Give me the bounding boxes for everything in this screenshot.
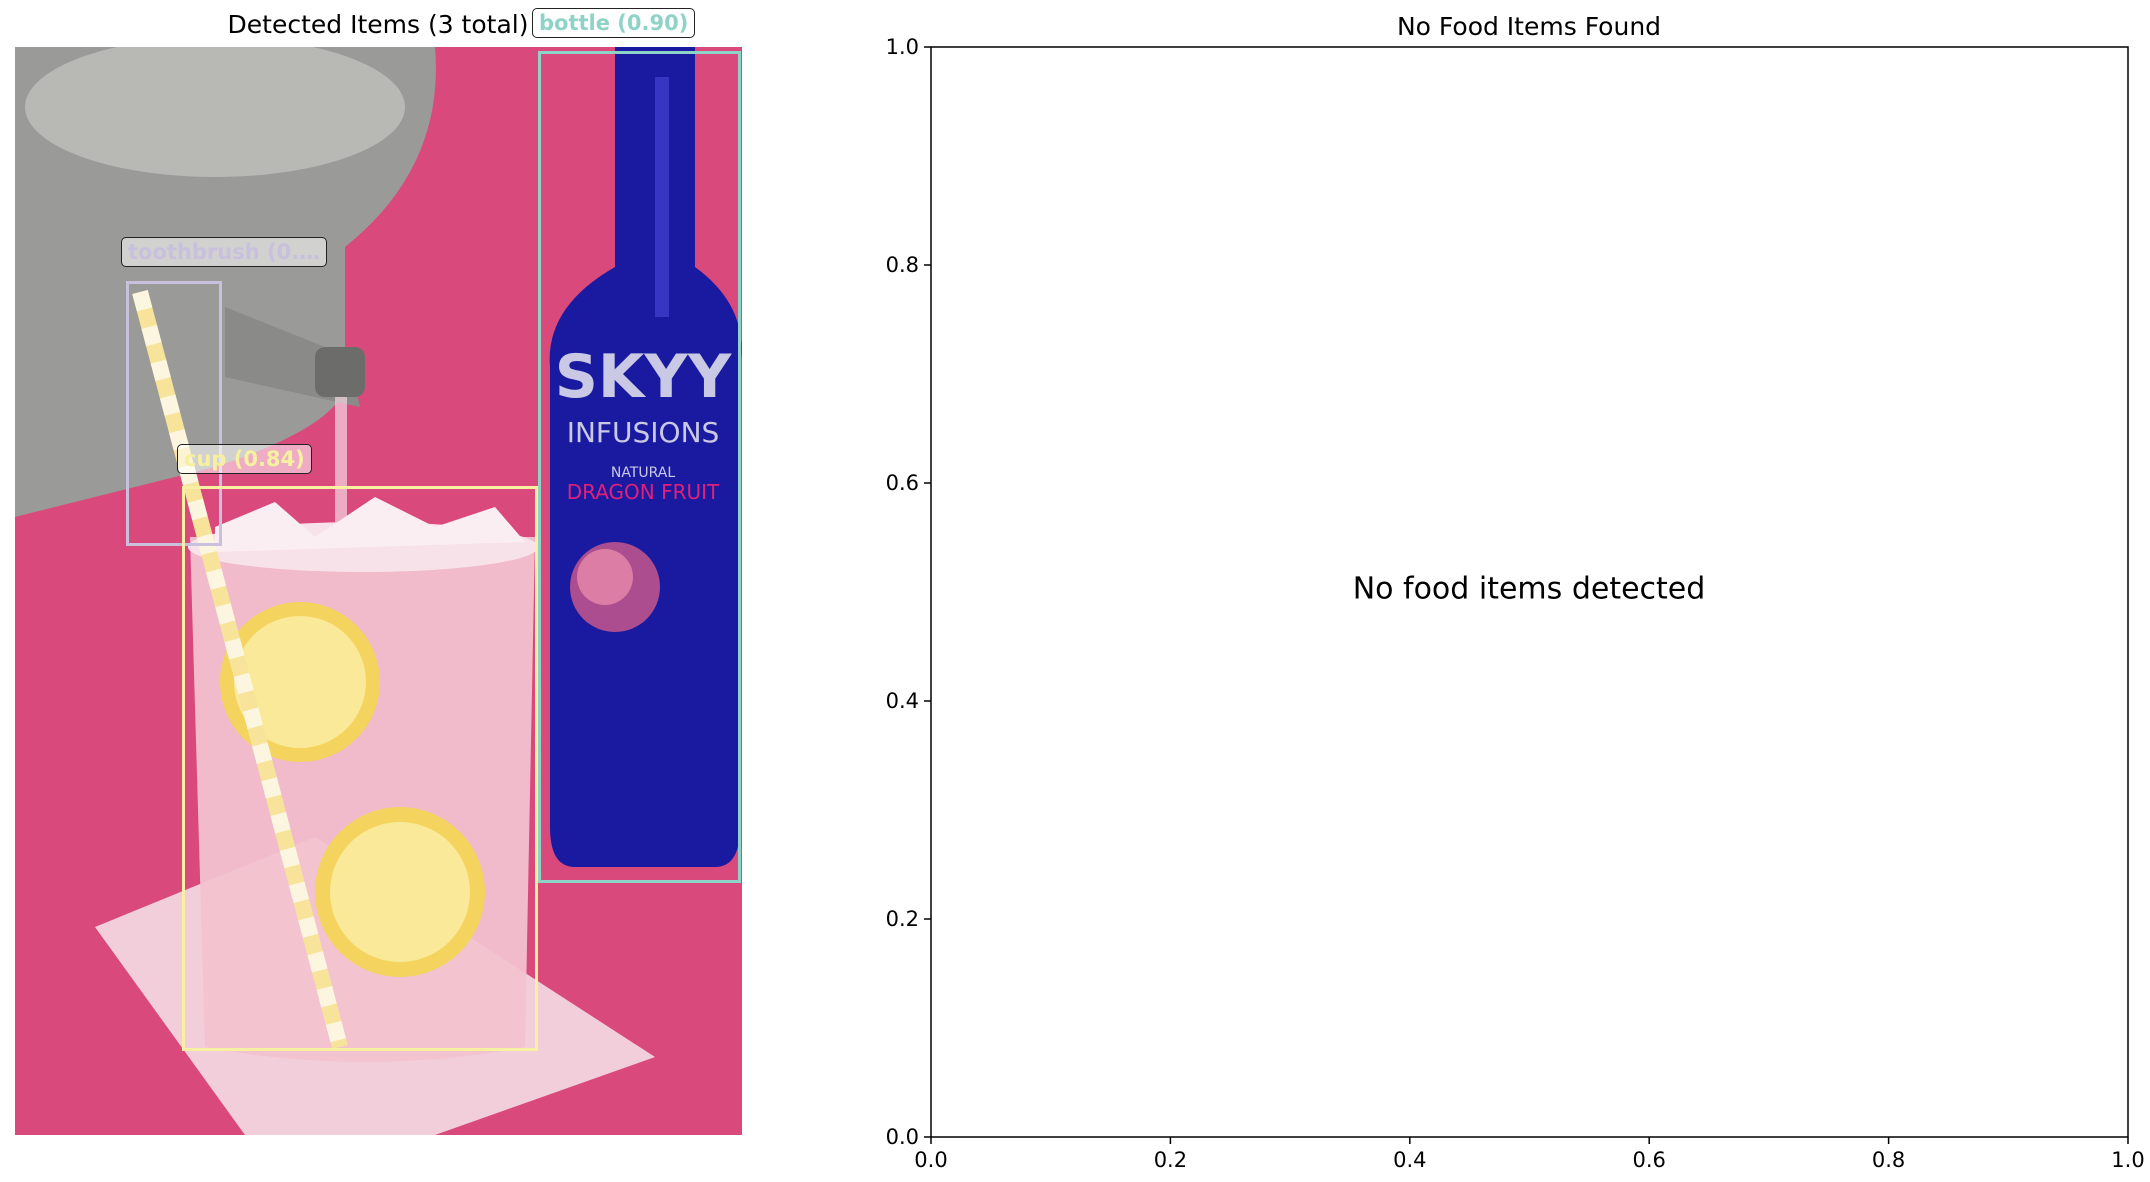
bottle-sub-text: INFUSIONS [567, 416, 720, 449]
x-tick-label: 0.2 [1154, 1148, 1187, 1172]
detection-photo: SKYY INFUSIONS NATURAL DRAGON FRUIT [15, 47, 742, 1135]
x-tick-label: 0.4 [1393, 1148, 1426, 1172]
bottle-flavor-text: DRAGON FRUIT [567, 480, 720, 504]
chart-title: No Food Items Found [1397, 12, 1661, 41]
detection-box-cup[interactable] [182, 486, 538, 1051]
detection-box-bottle[interactable] [538, 51, 741, 883]
y-tick-label: 0.4 [886, 689, 919, 713]
y-tick-label: 1.0 [886, 35, 919, 59]
detection-box-toothbrush[interactable] [126, 281, 222, 546]
x-tick-label: 1.0 [2111, 1148, 2144, 1172]
y-tick-label: 0.2 [886, 907, 919, 931]
bottle-brand-text: SKYY [555, 342, 733, 412]
y-tick-label: 0.0 [886, 1125, 919, 1149]
x-axis: 0.0 0.2 0.4 0.6 0.8 1.0 [914, 1137, 2145, 1172]
x-tick-label: 0.6 [1632, 1148, 1665, 1172]
left-panel-title: Detected Items (3 total) [227, 10, 529, 39]
detection-label-cup: cup (0.84) [177, 444, 312, 474]
photo-illustration: SKYY INFUSIONS NATURAL DRAGON FRUIT [15, 47, 742, 1135]
no-items-annotation: No food items detected [1353, 572, 1706, 607]
bottle-natural-text: NATURAL [611, 465, 675, 481]
y-tick-label: 0.6 [886, 471, 919, 495]
x-tick-label: 0.8 [1872, 1148, 1905, 1172]
detection-label-bottle: bottle (0.90) [532, 8, 696, 38]
y-axis: 0.0 0.2 0.4 0.6 0.8 1.0 [886, 35, 931, 1149]
bottle [549, 47, 742, 867]
detection-label-toothbrush: toothbrush (0.… [121, 237, 328, 267]
x-tick-label: 0.0 [914, 1148, 947, 1172]
y-tick-label: 0.8 [886, 253, 919, 277]
plot-area [930, 46, 2129, 1138]
